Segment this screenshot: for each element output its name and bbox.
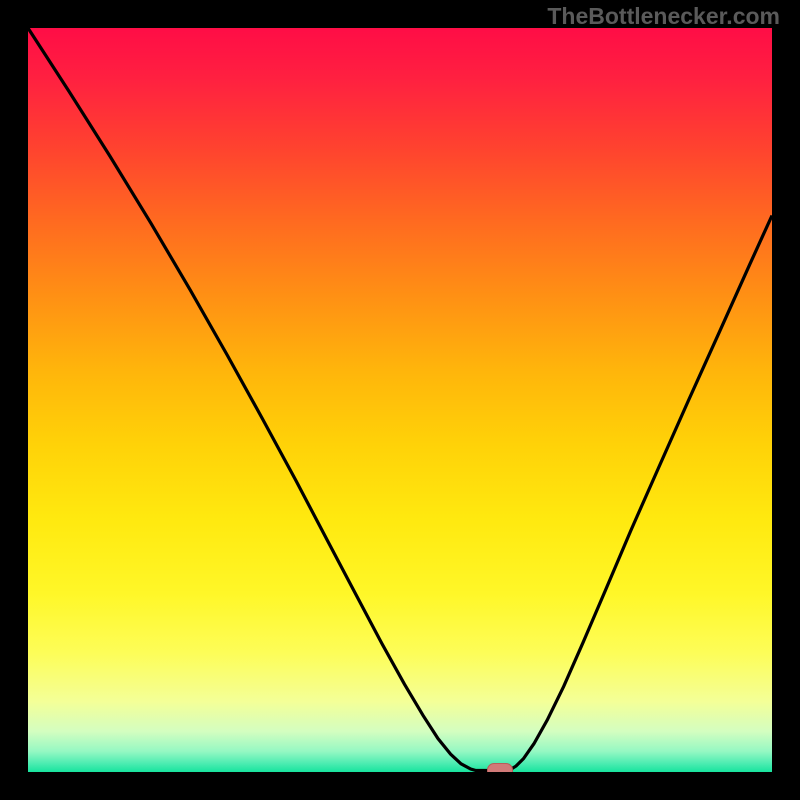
plot-area [28,28,772,772]
bottleneck-curve [28,28,772,772]
watermark-text: TheBottlenecker.com [547,3,780,30]
optimum-marker [487,763,513,773]
